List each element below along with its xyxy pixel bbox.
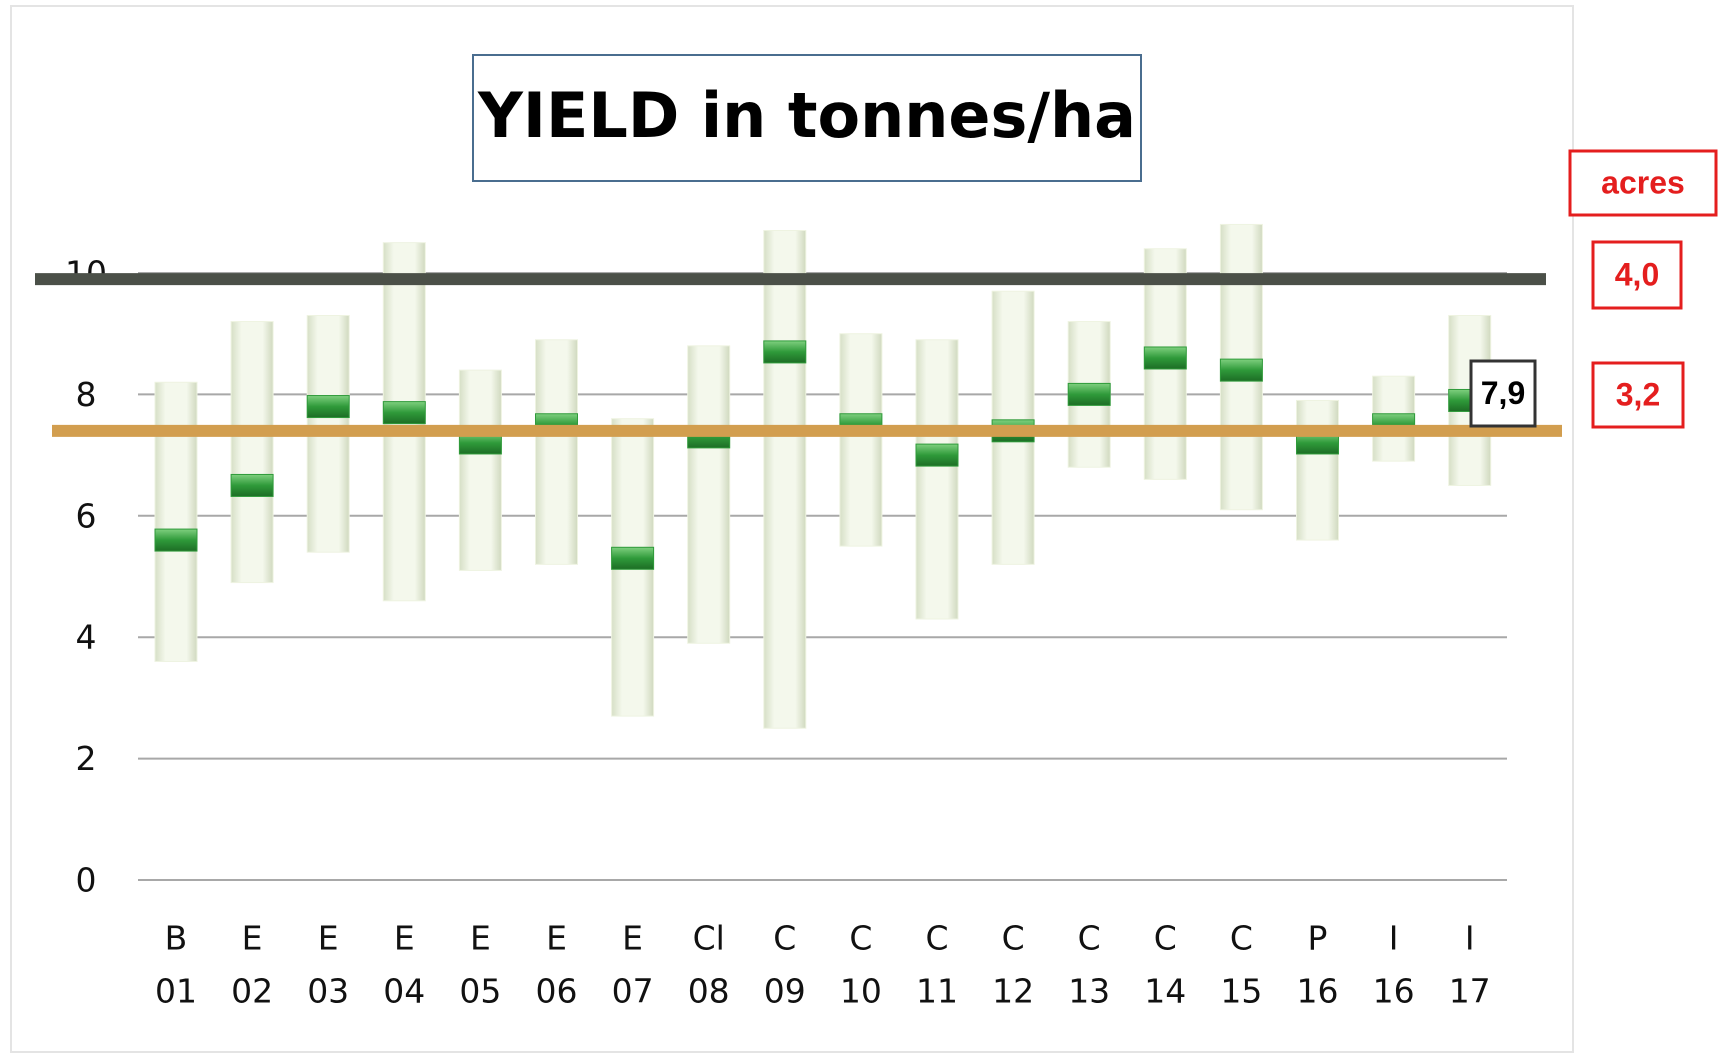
x-tick-label: 03 xyxy=(307,972,349,1011)
x-tick-label: E xyxy=(318,919,339,958)
x-tick-label: P xyxy=(1308,919,1328,958)
x-tick-label: 13 xyxy=(1068,972,1110,1011)
x-tick-label: 07 xyxy=(612,972,654,1011)
mean-marker xyxy=(306,395,350,419)
annotation-box xyxy=(1469,359,1537,428)
range-bar xyxy=(1296,399,1339,541)
annotation-box xyxy=(1591,361,1685,429)
mean-marker xyxy=(1067,382,1111,406)
x-tick-label: C xyxy=(1002,919,1025,958)
annotation-box xyxy=(1591,240,1683,310)
x-tick-label: 01 xyxy=(155,972,197,1011)
x-tick-label: 02 xyxy=(231,972,273,1011)
mean-marker xyxy=(915,443,959,467)
y-tick-label: 10 xyxy=(65,254,107,293)
y-tick-label: 0 xyxy=(76,861,97,900)
x-tick-label: 06 xyxy=(536,972,578,1011)
mean-marker xyxy=(382,401,426,425)
x-tick-label: 16 xyxy=(1373,972,1415,1011)
x-tick-label: C xyxy=(773,919,796,958)
x-tick-label: E xyxy=(242,919,263,958)
x-tick-label: 15 xyxy=(1220,972,1262,1011)
annotation: 7,9 xyxy=(1481,375,1525,411)
annotation: 4,0 xyxy=(1615,256,1659,292)
x-tick-label: B xyxy=(165,919,188,958)
x-tick-label: C xyxy=(925,919,948,958)
x-tick-label: I xyxy=(1389,919,1399,958)
x-tick-label: 05 xyxy=(459,972,501,1011)
y-tick-label: 2 xyxy=(76,739,97,778)
range-bar xyxy=(230,321,274,584)
x-tick-label: 11 xyxy=(916,972,958,1011)
chart-title: YIELD in tonnes/ha xyxy=(477,79,1136,152)
x-tick-label: C xyxy=(849,919,872,958)
x-tick-label: E xyxy=(394,919,415,958)
x-tick-label: Cl xyxy=(693,919,725,958)
range-bar xyxy=(839,333,883,547)
x-tick-label: C xyxy=(1230,919,1253,958)
x-tick-label: 08 xyxy=(688,972,730,1011)
y-tick-label: 8 xyxy=(76,375,97,414)
range-bar xyxy=(535,339,578,565)
reference-lines xyxy=(35,273,1562,437)
y-tick-label: 6 xyxy=(76,496,97,535)
annotation: acres xyxy=(1601,164,1685,200)
mean-marker xyxy=(611,546,655,570)
range-bar xyxy=(687,345,731,644)
annotation: 3,2 xyxy=(1616,376,1660,412)
mean-marker xyxy=(763,340,807,364)
x-tick-label: 10 xyxy=(840,972,882,1011)
mean-marker xyxy=(1143,346,1187,370)
x-tick-label: C xyxy=(1154,919,1177,958)
range-bar xyxy=(458,369,502,571)
range-bar xyxy=(915,339,959,620)
mean-marker xyxy=(230,473,274,497)
x-tick-label: E xyxy=(470,919,491,958)
y-tick-label: 4 xyxy=(76,618,97,657)
x-tick-label: 04 xyxy=(383,972,425,1011)
x-tick-label: I xyxy=(1465,919,1475,958)
x-tick-label: 16 xyxy=(1297,972,1339,1011)
mean-marker xyxy=(1219,358,1263,382)
labels: B 01 E 02 E 03 E 04 E 05 E 06 E 07 Cl 08 C 09 C 10 C 11 C 12 C 13… xyxy=(155,149,1718,1011)
x-tick-label: 17 xyxy=(1449,972,1491,1011)
x-tick-label: C xyxy=(1078,919,1101,958)
title-box xyxy=(472,54,1142,182)
mean-marker xyxy=(154,528,198,552)
x-tick-label: E xyxy=(546,919,567,958)
x-tick-label: E xyxy=(622,919,643,958)
grid: 0 2 4 6 8 10 xyxy=(65,254,1507,900)
x-tick-label: 09 xyxy=(764,972,806,1011)
range-bar xyxy=(154,381,198,662)
x-tick-label: 14 xyxy=(1144,972,1186,1011)
annotation-box xyxy=(1568,149,1718,217)
range-bar xyxy=(763,230,807,729)
x-tick-label: 12 xyxy=(992,972,1034,1011)
